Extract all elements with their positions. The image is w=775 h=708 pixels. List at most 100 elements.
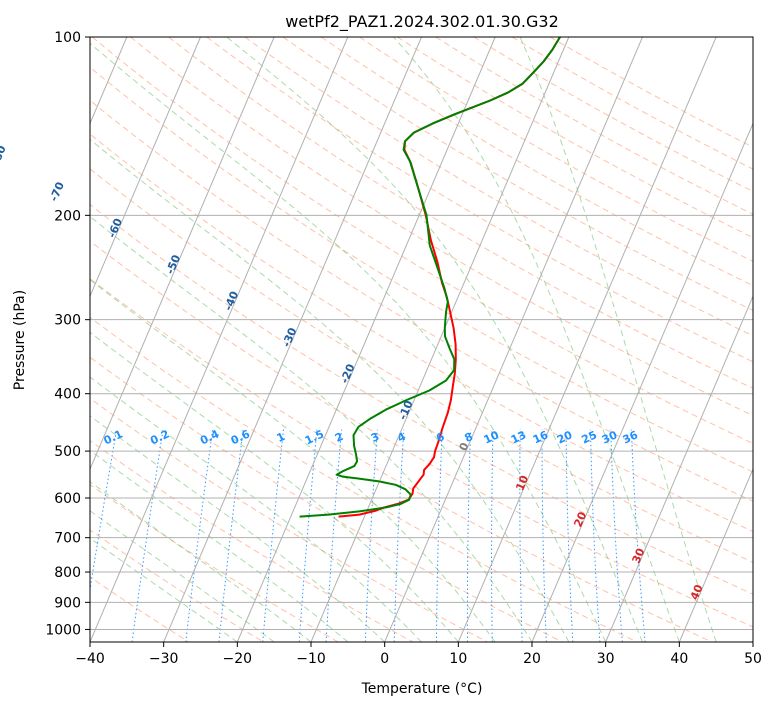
dry-adiabat	[90, 66, 753, 473]
moist-adiabat	[90, 415, 386, 642]
y-tick-label: 200	[54, 208, 81, 224]
dry-adiabat	[90, 576, 190, 642]
moist-adiabat	[226, 37, 643, 642]
isotherm-gridline	[752, 640, 753, 642]
y-tick-label: 900	[54, 595, 81, 611]
mixing-ratio-label: 25	[580, 428, 599, 446]
mixing-ratio-line	[298, 429, 318, 642]
dewpoint-profile-line	[299, 37, 561, 518]
mixing-ratio-label: 0.6	[229, 427, 252, 447]
mixing-ratio-label: 2	[333, 430, 345, 445]
y-tick-label: 600	[54, 491, 81, 507]
isotherm-gridline	[678, 467, 753, 642]
x-tick-label: −20	[223, 651, 253, 667]
dry-adiabat	[473, 37, 753, 192]
isotherm-label: 10	[513, 473, 531, 492]
mixing-ratio-label: 3	[369, 430, 381, 445]
y-tick-label: 500	[54, 444, 81, 460]
mixing-ratio-label: 6	[434, 430, 447, 445]
dry-adiabat	[90, 240, 753, 628]
mixing-ratio-line	[435, 429, 443, 642]
dry-adiabat	[282, 37, 753, 312]
y-tick-label: 800	[54, 565, 81, 581]
x-tick-label: −10	[296, 651, 326, 667]
isotherm-gridline	[163, 37, 422, 642]
isotherm-gridline	[90, 37, 201, 298]
dry-adiabat	[90, 168, 753, 563]
isotherm-label: -70	[47, 180, 67, 204]
mixing-ratio-line	[491, 429, 494, 642]
plot-frame	[89, 36, 754, 643]
moist-adiabat	[90, 376, 422, 642]
dry-adiabat	[90, 133, 753, 533]
dry-adiabat	[90, 440, 414, 642]
x-tick-label: 40	[670, 651, 688, 667]
temperature-profile-line	[338, 37, 561, 518]
moist-adiabat	[393, 37, 680, 642]
x-tick-label: 20	[523, 651, 541, 667]
y-tick-label: 100	[54, 30, 81, 46]
isotherm-gridline	[236, 37, 496, 642]
dry-adiabat	[90, 278, 712, 642]
mixing-ratio-line	[325, 429, 343, 642]
isotherm-label: 40	[688, 582, 706, 601]
mixing-ratio-label: 20	[555, 428, 575, 446]
isotherm-gridline	[384, 37, 643, 642]
mixing-ratio-line	[541, 429, 547, 642]
dry-adiabat	[90, 203, 753, 595]
moist-adiabat	[90, 510, 275, 642]
mixing-ratio-label: 0.4	[198, 427, 221, 447]
isotherm-gridline	[605, 295, 753, 642]
moist-adiabat	[90, 481, 312, 642]
plot-area	[90, 37, 753, 642]
dry-adiabat	[90, 397, 488, 642]
x-tick-label: 30	[597, 651, 615, 667]
isotherm-gridline	[531, 122, 753, 642]
mixing-ratio-label: 0.1	[102, 427, 125, 447]
mixing-ratio-line	[630, 429, 646, 642]
dry-adiabat	[90, 529, 264, 642]
dry-adiabat	[90, 316, 638, 642]
mixing-ratio-line	[590, 429, 601, 642]
moist-adiabat	[90, 331, 459, 642]
isotherm-gridline	[90, 37, 275, 471]
mixing-ratio-line	[131, 429, 164, 642]
dry-adiabat	[435, 37, 753, 215]
moist-adiabat	[90, 279, 496, 642]
isotherm-label: 20	[571, 510, 589, 529]
x-tick-label: 0	[380, 651, 389, 667]
y-tick-label: 300	[54, 313, 81, 329]
mixing-ratio-label: 16	[531, 428, 551, 446]
dry-adiabat	[91, 37, 753, 444]
y-tick-label: 400	[54, 387, 81, 403]
x-axis-title: Temperature (°C)	[361, 681, 483, 697]
x-tick-label: −40	[75, 651, 105, 667]
moist-adiabat	[519, 37, 717, 642]
mixing-ratio-line	[364, 429, 378, 642]
moist-adiabat	[90, 215, 533, 642]
moist-adiabat	[90, 537, 238, 642]
isotherm-label: 30	[630, 546, 648, 565]
chart-title: wetPf2_PAZ1.2024.302.01.30.G32	[285, 12, 559, 32]
y-tick-label: 1000	[45, 622, 81, 638]
mixing-ratio-line	[466, 429, 472, 642]
mixing-ratio-label: 1.5	[303, 427, 326, 447]
isotherm-gridline	[310, 37, 570, 642]
mixing-ratio-line	[393, 429, 405, 642]
mixing-ratio-label: 13	[509, 428, 528, 446]
mixing-ratio-label: 0.2	[148, 427, 171, 447]
mixing-ratio-line	[565, 429, 574, 642]
dry-adiabat	[549, 37, 753, 148]
mixing-ratio-label: 10	[482, 428, 502, 446]
isotherm-gridline	[457, 37, 717, 642]
mixing-ratio-line	[90, 429, 118, 593]
moist-adiabat	[90, 42, 607, 642]
mixing-ratio-line	[519, 429, 523, 642]
mixing-ratio-label: 30	[600, 428, 620, 446]
mixing-ratio-label: 4	[395, 430, 408, 445]
y-tick-label: 700	[54, 531, 81, 547]
mixing-ratio-line	[610, 429, 623, 642]
isotherm-label: -80	[0, 143, 9, 167]
dry-adiabat	[206, 37, 753, 363]
moist-adiabat	[90, 138, 570, 642]
